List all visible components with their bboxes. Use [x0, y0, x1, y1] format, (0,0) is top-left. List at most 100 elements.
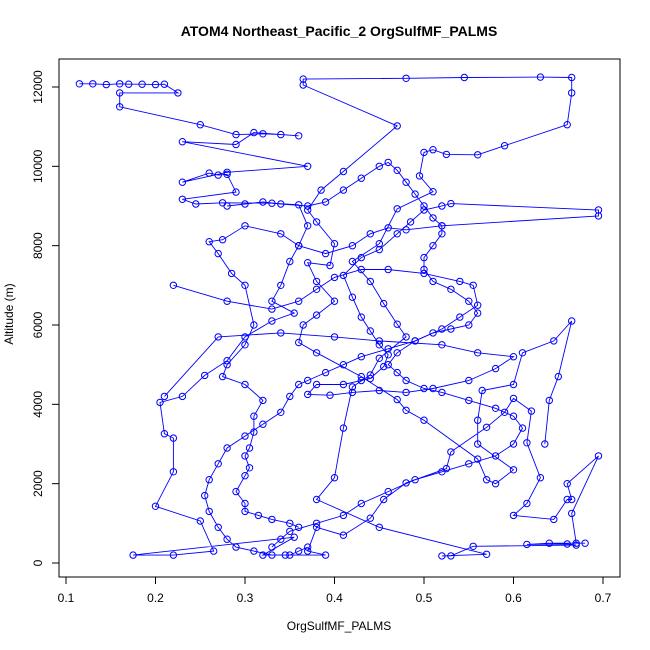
data-point	[321, 249, 330, 258]
data-point	[393, 230, 401, 238]
data-point	[438, 230, 446, 238]
data-point	[366, 327, 374, 335]
data-point	[384, 361, 392, 369]
data-point	[438, 468, 446, 476]
data-point	[420, 384, 428, 393]
data-point	[384, 224, 392, 232]
series-line-1	[79, 76, 599, 557]
data-point	[482, 550, 491, 558]
data-point	[241, 499, 249, 508]
data-point	[178, 195, 187, 204]
data-point	[375, 354, 383, 362]
data-point	[259, 130, 267, 138]
data-point	[241, 432, 249, 440]
data-point	[474, 151, 482, 159]
data-point	[429, 242, 437, 250]
data-point	[581, 539, 589, 547]
data-point	[465, 396, 473, 405]
data-point	[116, 89, 124, 97]
data-point	[447, 448, 455, 456]
data-point	[295, 242, 303, 250]
data-point	[312, 495, 321, 504]
data-point	[317, 186, 325, 194]
data-point	[321, 368, 330, 377]
data-point	[380, 299, 388, 308]
data-point	[160, 80, 169, 88]
data-point	[541, 440, 549, 448]
data-point	[527, 407, 536, 415]
data-point	[550, 337, 558, 345]
data-point	[411, 337, 419, 345]
data-point	[321, 198, 330, 206]
data-point	[594, 452, 603, 460]
data-point	[348, 242, 357, 250]
data-point	[259, 396, 267, 405]
data-point	[550, 515, 558, 524]
series-line-4	[173, 269, 479, 556]
data-point	[160, 392, 169, 401]
data-point	[277, 200, 285, 208]
data-point	[563, 540, 571, 548]
series-layer	[75, 73, 603, 560]
data-point	[545, 539, 553, 547]
data-point	[304, 202, 312, 210]
data-point	[169, 434, 178, 442]
data-point	[438, 222, 446, 230]
data-point	[348, 388, 357, 397]
data-point	[295, 547, 303, 555]
data-point	[241, 507, 249, 516]
data-point	[465, 376, 473, 385]
data-point	[348, 257, 357, 266]
data-point	[393, 320, 401, 328]
x-tick-label: 0.5	[416, 591, 433, 605]
data-point	[384, 345, 392, 353]
y-axis-label: Altitude (m)	[2, 283, 16, 344]
data-point	[420, 202, 428, 210]
data-point	[523, 439, 531, 447]
x-axis: 0.1 0.2 0.3 0.4 0.5 0.6 0.7	[58, 576, 612, 605]
data-point	[393, 349, 401, 357]
data-point	[312, 523, 321, 531]
data-point	[568, 89, 576, 97]
data-point	[295, 297, 303, 305]
data-point	[223, 168, 231, 177]
data-point	[304, 222, 312, 230]
data-point	[241, 200, 249, 208]
data-point	[509, 380, 518, 389]
data-point	[312, 311, 321, 319]
data-point	[339, 361, 348, 369]
series-line-3	[227, 161, 524, 548]
data-point	[245, 464, 254, 472]
data-point	[402, 74, 410, 83]
data-point	[429, 146, 437, 154]
data-point	[563, 495, 571, 504]
data-point	[509, 394, 518, 403]
data-point	[482, 476, 491, 484]
data-point	[259, 420, 267, 428]
data-point	[138, 80, 146, 88]
data-point	[312, 277, 321, 286]
data-point	[438, 202, 446, 210]
data-point	[357, 372, 365, 381]
data-point	[357, 265, 365, 274]
data-point	[218, 236, 227, 244]
data-point	[304, 259, 312, 267]
data-point	[254, 511, 263, 520]
data-point	[268, 515, 276, 524]
data-point	[393, 368, 401, 377]
data-point	[456, 277, 464, 286]
data-point	[277, 535, 285, 543]
data-point	[420, 269, 428, 278]
data-point	[572, 539, 580, 547]
data-point	[393, 166, 401, 175]
data-point	[330, 240, 339, 248]
x-tick-label: 0.4	[326, 591, 343, 605]
data-point	[474, 309, 482, 317]
data-point	[178, 138, 187, 146]
data-point	[160, 430, 169, 438]
data-point	[465, 460, 473, 468]
data-point	[447, 325, 455, 333]
data-point	[196, 121, 205, 129]
data-point	[536, 474, 545, 482]
data-point	[277, 329, 285, 337]
